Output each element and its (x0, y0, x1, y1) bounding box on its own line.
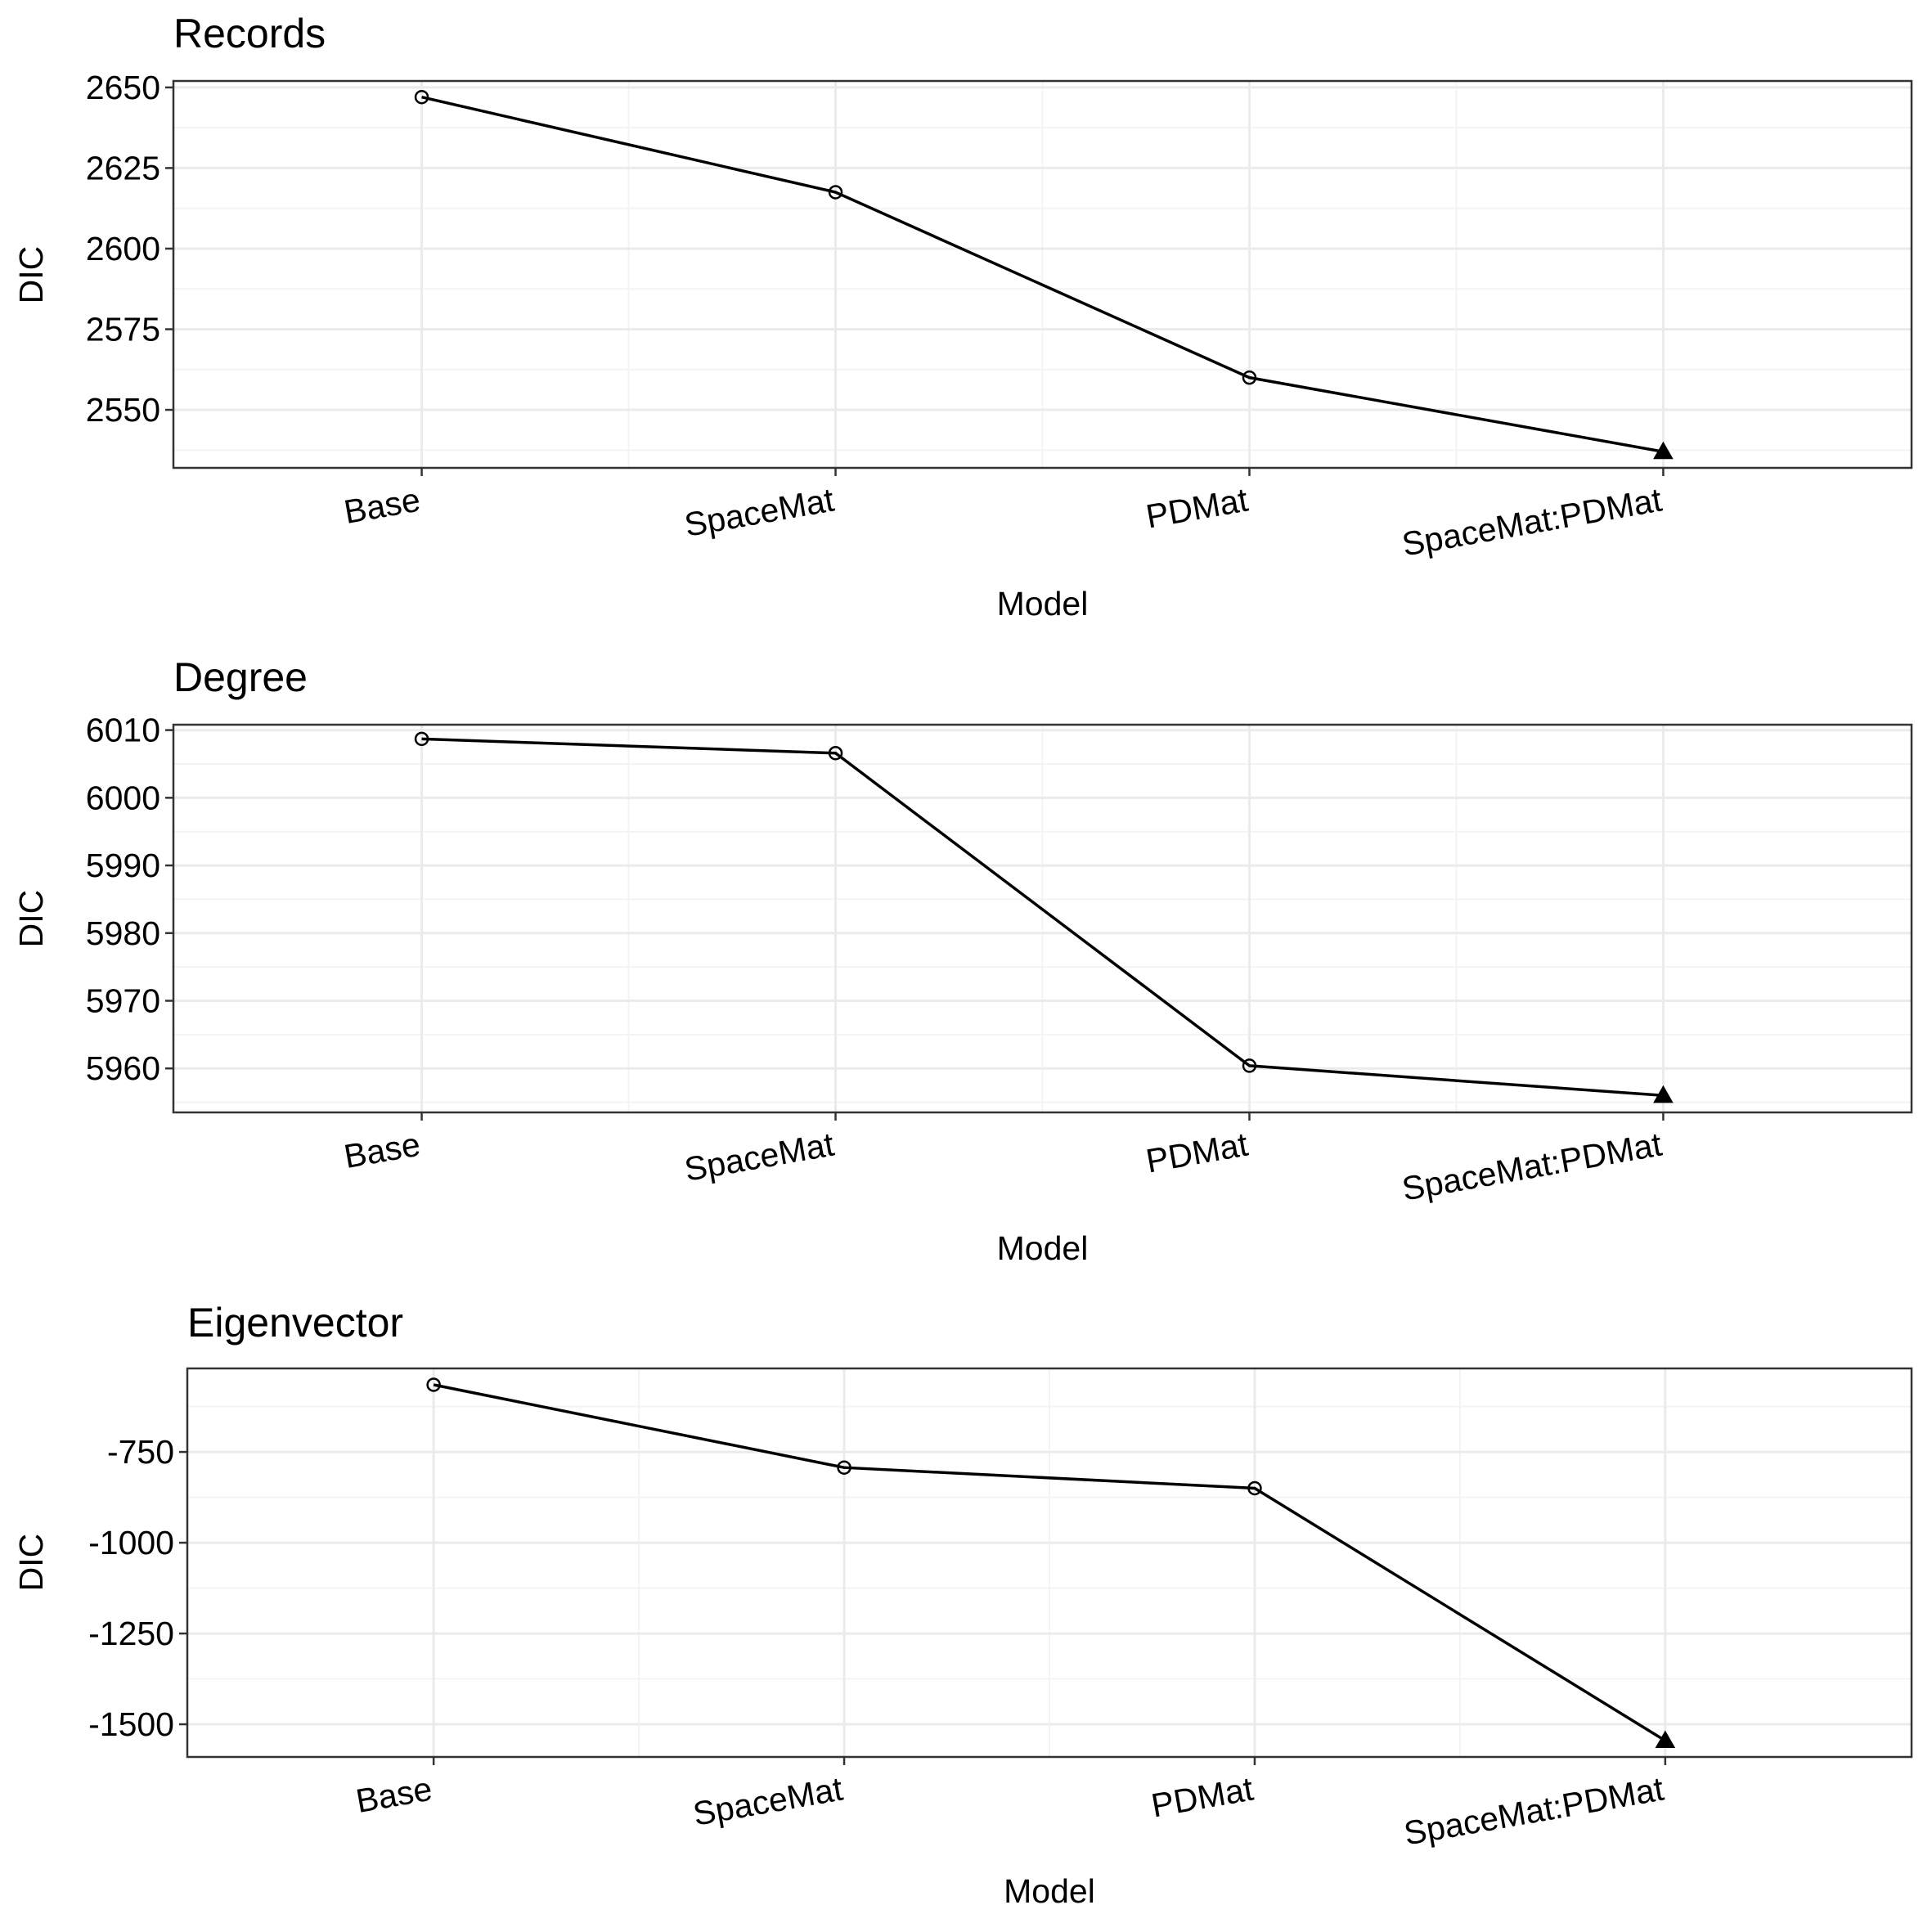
chart-panel-degree: 5960 5970 5980 5990 6000 6010 Base SpaceMat PDMa… (12, 654, 1913, 1267)
x-tick-label: SpaceMat (681, 1125, 837, 1188)
x-tick-label: Base (341, 481, 423, 532)
x-tick-label: Base (341, 1126, 423, 1176)
y-tick-label: 6000 (86, 779, 160, 816)
y-tick-label: 2650 (86, 69, 160, 106)
data-point-spacemat (837, 1460, 851, 1475)
y-tick-label: 5990 (86, 847, 160, 884)
panel-title: Degree (173, 654, 308, 700)
y-axis-title: DIC (12, 1534, 50, 1592)
panel-border (172, 723, 1913, 1114)
x-axis-title: Model (997, 1229, 1089, 1267)
series-line (421, 96, 1664, 454)
x-axis-title: Model (997, 585, 1089, 622)
data-point-spacemat-pdmat (1655, 1730, 1676, 1749)
x-tick-label: SpaceMat:PDMat (1400, 1125, 1665, 1207)
y-tick-label: 2550 (86, 391, 160, 429)
x-axis-title: Model (1004, 1872, 1095, 1910)
data-point-spacemat (828, 185, 843, 200)
y-tick-label: 5970 (86, 982, 160, 1020)
y-tick-label: -750 (107, 1433, 174, 1471)
y-tick-label: 5980 (86, 914, 160, 952)
data-point-pdmat (1247, 1480, 1262, 1496)
data-point-pdmat (1242, 370, 1257, 385)
x-tick-label: SpaceMat (690, 1769, 846, 1832)
x-tick-label: SpaceMat (681, 480, 837, 543)
y-tick-label: 2625 (86, 149, 160, 186)
y-tick-label: -1000 (88, 1524, 174, 1561)
data-point-base (414, 731, 429, 747)
y-axis-title: DIC (12, 890, 50, 948)
chart-panel-eigenvector: -1500 -1250 -1000 -750 Base SpaceMat PDMat Spac… (12, 1300, 1913, 1910)
y-tick-label: 2600 (86, 230, 160, 267)
x-tick-label: Base (353, 1770, 435, 1821)
panel-title: Eigenvector (187, 1300, 403, 1346)
series-line (433, 1383, 1666, 1742)
x-tick-label: SpaceMat:PDMat (1401, 1769, 1667, 1852)
x-tick-label: PDMat (1143, 480, 1251, 535)
panel-title: Records (173, 11, 326, 56)
y-tick-label: 2575 (86, 311, 160, 348)
x-tick-label: PDMat (1148, 1769, 1256, 1824)
data-point-spacemat-pdmat (1653, 441, 1674, 460)
y-tick-label: 6010 (86, 712, 160, 749)
y-tick-label: 5960 (86, 1049, 160, 1087)
y-axis-title: DIC (12, 246, 50, 304)
data-point-spacemat-pdmat (1653, 1085, 1674, 1103)
x-tick-label: PDMat (1143, 1125, 1251, 1179)
x-tick-label: SpaceMat:PDMat (1400, 480, 1665, 563)
y-tick-label: -1500 (88, 1705, 174, 1743)
panel-border (172, 79, 1913, 470)
panel-border (186, 1367, 1913, 1759)
y-tick-label: -1250 (88, 1615, 174, 1652)
data-point-base (426, 1377, 441, 1392)
chart-panel-records: 2550 2575 2600 2625 2650 Base SpaceMat PDMat Spa… (12, 11, 1913, 622)
series-line (421, 737, 1664, 1098)
data-point-base (414, 89, 429, 105)
data-point-spacemat (828, 745, 843, 761)
data-point-pdmat (1242, 1058, 1257, 1073)
